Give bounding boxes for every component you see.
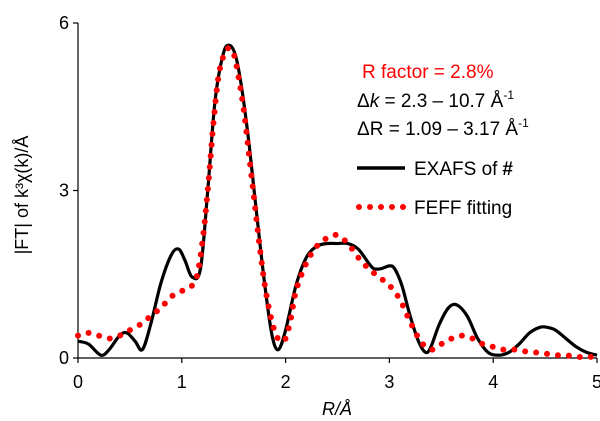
delta-k-annotation: Δk = 2.3 – 10.7 Å-1 <box>357 88 514 112</box>
series-line-exafs <box>77 43 598 357</box>
y-tick-label-1: 3 <box>59 181 69 201</box>
delta-r-sup: -1 <box>518 116 529 130</box>
series-layer <box>75 43 600 361</box>
delta-k-value: = 2.3 – 10.7 Å <box>379 91 503 112</box>
x-axis-label-unit: /Å <box>333 399 352 419</box>
x-tick-label-0: 0 <box>73 372 83 392</box>
y-axis-label: |FT| of k³χ(k)/Å <box>12 136 32 255</box>
x-tick-label-3: 3 <box>384 372 394 392</box>
delta-k-prefix: Δ <box>357 91 370 112</box>
y-tick-label-2: 6 <box>59 13 69 33</box>
delta-r-annotation: ΔR = 1.09 – 3.17 Å-1 <box>357 116 529 140</box>
legend-label-feff: FEFF fitting <box>414 198 512 219</box>
y-tick-label-0: 0 <box>59 348 69 368</box>
legend-label-exafs-name: EXAFS of <box>414 159 498 180</box>
x-tick-label-4: 4 <box>488 372 498 392</box>
x-tick-label-5: 5 <box>592 372 600 392</box>
legend: EXAFS of # FEFF fitting <box>356 159 513 219</box>
r-factor-annotation: R factor = 2.8% <box>362 62 494 83</box>
x-ticks: 0 1 2 3 4 5 <box>73 358 600 392</box>
x-axis-label-var: R <box>322 399 335 419</box>
y-ticks: 0 3 6 <box>59 13 78 368</box>
series-line-feff <box>75 45 600 361</box>
legend-label-exafs-suffix: # <box>502 159 513 180</box>
legend-label-exafs: EXAFS of # <box>414 159 513 180</box>
delta-r-prefix: ΔR = 1.09 – 3.17 Å <box>357 119 518 140</box>
x-axis-label: R/Å <box>322 399 352 419</box>
x-tick-label-1: 1 <box>177 372 187 392</box>
x-tick-label-2: 2 <box>281 372 291 392</box>
delta-k-var: k <box>370 91 381 112</box>
delta-k-sup: -1 <box>503 88 514 102</box>
